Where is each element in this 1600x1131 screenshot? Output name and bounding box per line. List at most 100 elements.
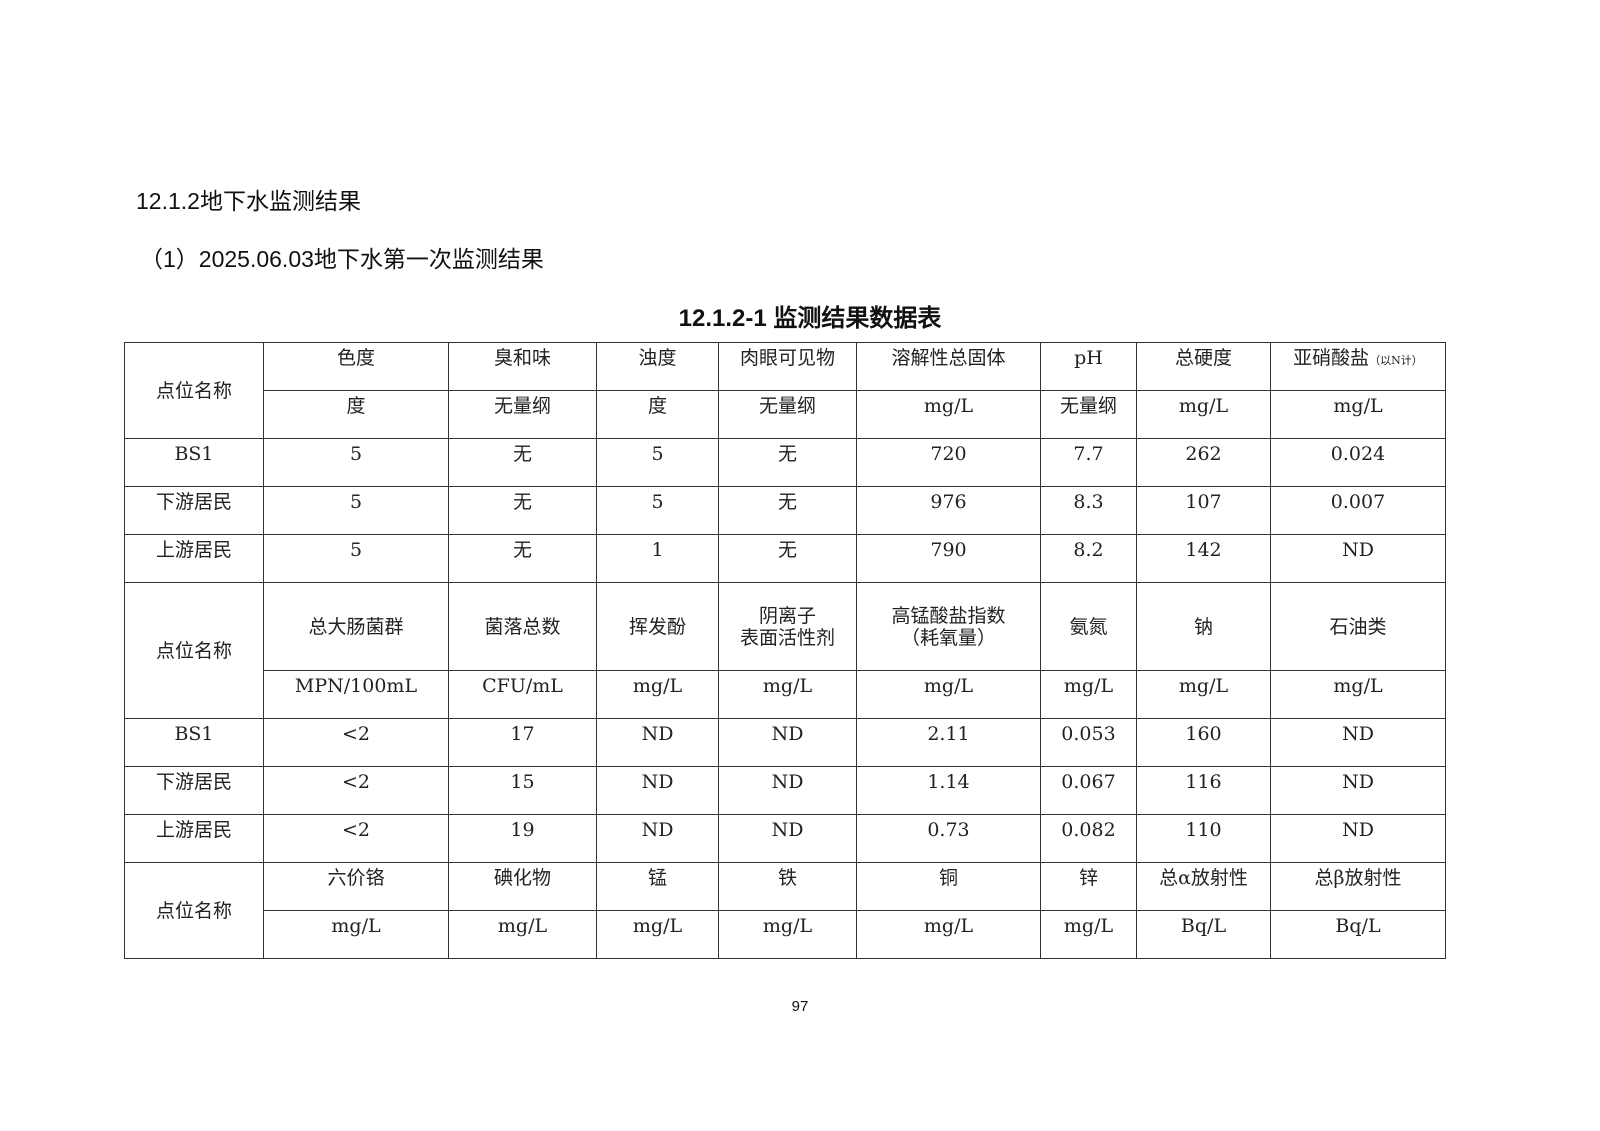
value-cell: 720 [856,438,1041,487]
param-note: （以N计） [1369,354,1423,367]
unit-cell: mg/L [596,910,719,959]
param-header: 锌 [1040,862,1137,911]
value-cell: 0.007 [1270,486,1446,535]
param-header-row: 点位名称 六价铬 碘化物锰铁铜锌总α放射性 总β放射性 [124,862,1446,959]
monitoring-results-table: 点位名称 色度 臭和味 浊度 肉眼可见物 溶解性总固体 pH 总硬度 亚硝酸盐（以N计）度无量纲… [124,342,1446,959]
site-name: BS1 [124,438,264,487]
value-cell: 无 [718,486,857,535]
param-header: pH [1040,342,1137,391]
value-cell: 160 [1136,718,1271,767]
value-cell: ND [1270,814,1446,863]
param-header-row: 点位名称 总大肠菌群 菌落总数 挥发酚 阴离子 表面活性剂 高锰酸盐指数 （耗氧量） 氨氮钠石油… [124,582,1446,719]
value-cell: 142 [1136,534,1271,583]
value-cell: 790 [856,534,1041,583]
param-header: 六价铬 [263,862,449,911]
site-name: 上游居民 [124,534,264,583]
param-header: 挥发酚 [596,582,719,671]
value-cell: 无 [448,438,597,487]
unit-cell: mg/L [1270,390,1446,439]
value-cell: 8.2 [1040,534,1137,583]
value-cell: 5 [263,486,449,535]
value-cell: 0.067 [1040,766,1137,815]
value-cell: 110 [1136,814,1271,863]
value-cell: ND [718,718,857,767]
subsection-title: （1）2025.06.03地下水第一次监测结果 [140,246,544,272]
value-cell: <2 [263,766,449,815]
param-header: 肉眼可见物 [718,342,857,391]
unit-cell: 无量纲 [448,390,597,439]
value-cell: 116 [1136,766,1271,815]
value-cell: 5 [596,486,719,535]
param-header: 溶解性总固体 [856,342,1041,391]
param-header: 石油类 [1270,582,1446,671]
unit-cell: 无量纲 [1040,390,1137,439]
value-cell: ND [1270,534,1446,583]
site-name: 下游居民 [124,486,264,535]
page-number: 97 [791,998,809,1015]
value-cell: 无 [718,438,857,487]
unit-cell: mg/L [1270,670,1446,719]
value-cell: 19 [448,814,597,863]
value-cell: 无 [448,534,597,583]
value-cell: 8.3 [1040,486,1137,535]
param-header: 色度 [263,342,449,391]
unit-cell: mg/L [856,910,1041,959]
unit-cell: mg/L [448,910,597,959]
unit-cell: mg/L [718,910,857,959]
unit-cell: Bq/L [1270,910,1446,959]
value-cell: 0.053 [1040,718,1137,767]
value-cell: 107 [1136,486,1271,535]
param-header: 铜 [856,862,1041,911]
param-header-row: 点位名称 色度 臭和味 浊度 肉眼可见物 溶解性总固体 pH 总硬度 亚硝酸盐（以N计） [124,342,1446,439]
value-cell: 15 [448,766,597,815]
section-title: 12.1.2地下水监测结果 [136,188,361,214]
value-cell: 17 [448,718,597,767]
value-cell: 无 [718,534,857,583]
value-cell: 7.7 [1040,438,1137,487]
site-name: BS1 [124,718,264,767]
unit-cell: 度 [596,390,719,439]
unit-cell: mg/L [856,670,1041,719]
value-cell: 2.11 [856,718,1041,767]
table-row: 下游居民 <2 15 ND ND 1.14 0.067 116 ND [124,766,1446,815]
table-row: BS1 5 无 5 无 720 7.7 262 0.024 [124,438,1446,487]
unit-cell: mg/L [1040,910,1137,959]
value-cell: ND [596,814,719,863]
table-row: BS1 <2 17 ND ND 2.11 0.053 160 ND [124,718,1446,767]
param-header: 钠 [1136,582,1271,671]
param-header: 总大肠菌群 [263,582,449,671]
value-cell: 1.14 [856,766,1041,815]
unit-cell: mg/L [1136,390,1271,439]
param-header: 总β放射性 [1270,862,1446,911]
param-header: 碘化物 [448,862,597,911]
param-header: 高锰酸盐指数 （耗氧量） [856,582,1041,671]
table-row: 上游居民 <2 19 ND ND 0.73 0.082 110 ND [124,814,1446,863]
unit-cell: 无量纲 [718,390,857,439]
value-cell: ND [718,766,857,815]
value-cell: ND [1270,718,1446,767]
site-label-header: 点位名称 [124,582,264,719]
site-label-header: 点位名称 [124,342,264,439]
value-cell: 0.082 [1040,814,1137,863]
param-header: 锰 [596,862,719,911]
value-cell: <2 [263,718,449,767]
unit-cell: CFU/mL [448,670,597,719]
param-header: 阴离子 表面活性剂 [718,582,857,671]
value-cell: 无 [448,486,597,535]
unit-row: 度无量纲度无量纲 mg/L 无量纲 mg/L mg/L [125,390,1446,439]
value-cell: 976 [856,486,1041,535]
unit-cell: mg/L [718,670,857,719]
unit-cell: mg/L [596,670,719,719]
value-cell: ND [718,814,857,863]
unit-cell: mg/L [1040,670,1137,719]
site-label-header: 点位名称 [124,862,264,959]
value-cell: 0.024 [1270,438,1446,487]
unit-row: mg/L mg/L mg/L mg/L mg/L mg/L Bq/L Bq/L [125,910,1446,959]
value-cell: 0.73 [856,814,1041,863]
param-header: 菌落总数 [448,582,597,671]
unit-cell: MPN/100mL [263,670,449,719]
value-cell: 5 [263,534,449,583]
param-header: 臭和味 [448,342,597,391]
param-header: 浊度 [596,342,719,391]
value-cell: <2 [263,814,449,863]
